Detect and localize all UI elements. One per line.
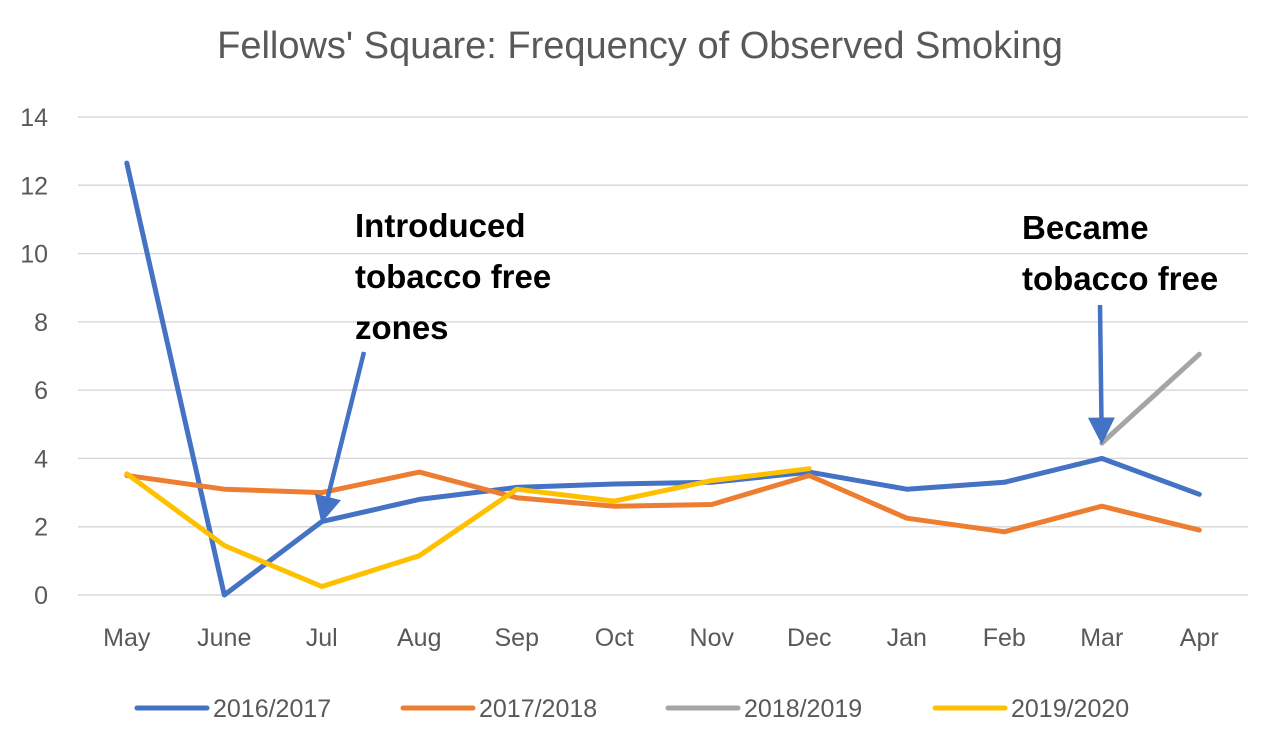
x-tick-label: Feb <box>983 624 1026 652</box>
series-lines <box>124 160 1202 598</box>
y-tick-label: 4 <box>34 445 48 473</box>
annotation-arrow <box>1087 304 1115 445</box>
annotation-text-line: tobacco free <box>1022 260 1218 297</box>
annotation-text-line: tobacco free <box>355 258 551 295</box>
legend-label: 2018/2019 <box>744 695 862 723</box>
legend: 2016/2017 2017/2018 2018/2019 2019/2020 <box>134 695 1129 723</box>
x-tick-label: Mar <box>1080 624 1123 652</box>
annotation-text-line: zones <box>355 309 449 346</box>
y-tick-label: 10 <box>20 241 48 269</box>
y-axis-ticks: 0 2 4 6 8 10 12 14 <box>20 104 48 610</box>
gridlines <box>78 116 1248 596</box>
legend-label: 2017/2018 <box>479 695 597 723</box>
series-line-2016-2017 <box>124 160 1202 598</box>
series-line-2017-2018 <box>124 469 1202 535</box>
x-tick-label: Oct <box>595 624 634 652</box>
legend-label: 2016/2017 <box>213 695 331 723</box>
chart-title: Fellows' Square: Frequency of Observed S… <box>217 25 1063 67</box>
series-line-2019-2020 <box>124 466 812 589</box>
y-tick-label: 8 <box>34 309 48 337</box>
x-tick-label: Apr <box>1180 624 1219 652</box>
annotation-text-line: Introduced <box>355 207 526 244</box>
x-axis-ticks: May June Jul Aug Sep Oct Nov Dec Jan Feb Mar Apr <box>103 624 1219 652</box>
y-tick-label: 0 <box>34 582 48 610</box>
y-tick-label: 6 <box>34 377 48 405</box>
annotations: Introduced tobacco free zones Became tobacco… <box>314 207 1218 524</box>
annotation-text-line: Became <box>1022 209 1149 246</box>
y-tick-label: 2 <box>34 514 48 542</box>
x-tick-label: Jan <box>887 624 927 652</box>
x-tick-label: Dec <box>787 624 831 652</box>
x-tick-label: June <box>197 624 251 652</box>
legend-label: 2019/2020 <box>1011 695 1129 723</box>
y-tick-label: 12 <box>20 172 48 200</box>
series-line-2018-2019 <box>1099 351 1202 446</box>
x-tick-label: May <box>103 624 151 652</box>
x-tick-label: Nov <box>690 624 735 652</box>
x-tick-label: Jul <box>306 624 338 652</box>
annotation-arrow <box>314 351 367 524</box>
x-tick-label: Aug <box>397 624 441 652</box>
x-tick-label: Sep <box>495 624 539 652</box>
y-tick-label: 14 <box>20 104 48 132</box>
